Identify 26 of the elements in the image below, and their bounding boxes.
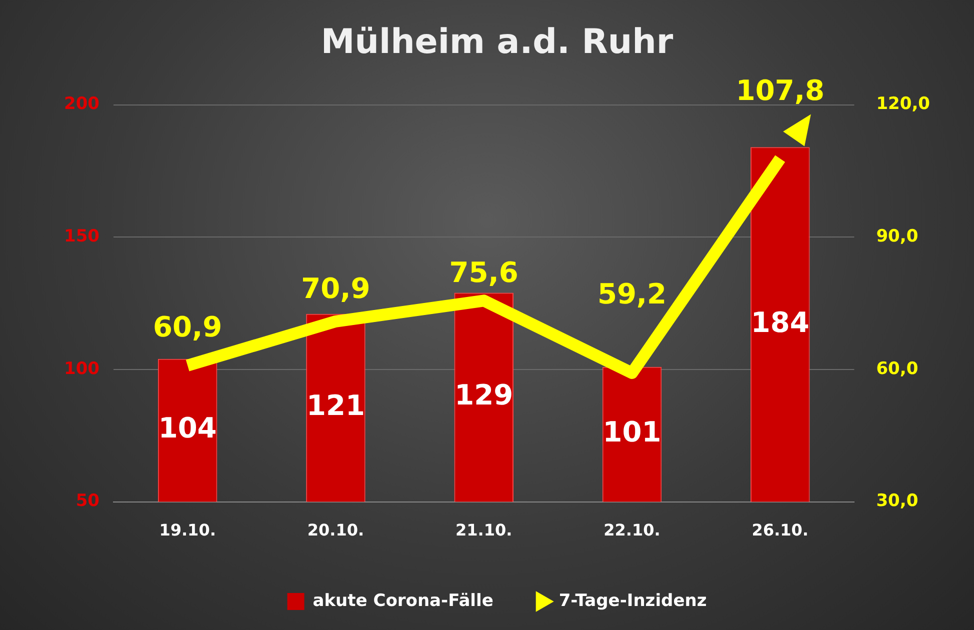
x-tick-label: 21.10. bbox=[456, 520, 512, 540]
y-tick-label: 100 bbox=[64, 358, 100, 379]
data-label: 184 bbox=[750, 306, 810, 339]
y-tick-label: 150 bbox=[64, 226, 100, 247]
data-label: 75,6 bbox=[449, 256, 518, 289]
x-tick-label: 22.10. bbox=[604, 520, 660, 540]
data-label: 107,8 bbox=[736, 74, 824, 107]
data-label: 70,9 bbox=[301, 272, 370, 305]
y2-tick-label: 60,0 bbox=[876, 358, 918, 379]
x-tick-label: 26.10. bbox=[752, 520, 808, 540]
x-tick-label: 19.10. bbox=[159, 520, 216, 540]
y2-tick-label: 90,0 bbox=[876, 226, 918, 247]
y-tick-label: 200 bbox=[64, 94, 100, 114]
legend-label: akute Corona-Fälle bbox=[312, 590, 494, 611]
y2-tick-label: 120,0 bbox=[876, 94, 930, 114]
data-label: 121 bbox=[306, 389, 365, 422]
y2-tick-label: 30,0 bbox=[876, 491, 918, 512]
chart-title: Mülheim a.d. Ruhr bbox=[320, 22, 674, 62]
data-label: 101 bbox=[602, 416, 662, 449]
legend-label: 7-Tage-Inzidenz bbox=[558, 590, 707, 611]
data-label: 129 bbox=[454, 378, 514, 412]
data-label: 104 bbox=[158, 412, 217, 445]
y-tick-label: 50 bbox=[76, 491, 100, 512]
data-label: 60,9 bbox=[153, 310, 222, 344]
x-tick-label: 20.10. bbox=[307, 520, 364, 540]
data-label: 59,2 bbox=[597, 278, 667, 311]
